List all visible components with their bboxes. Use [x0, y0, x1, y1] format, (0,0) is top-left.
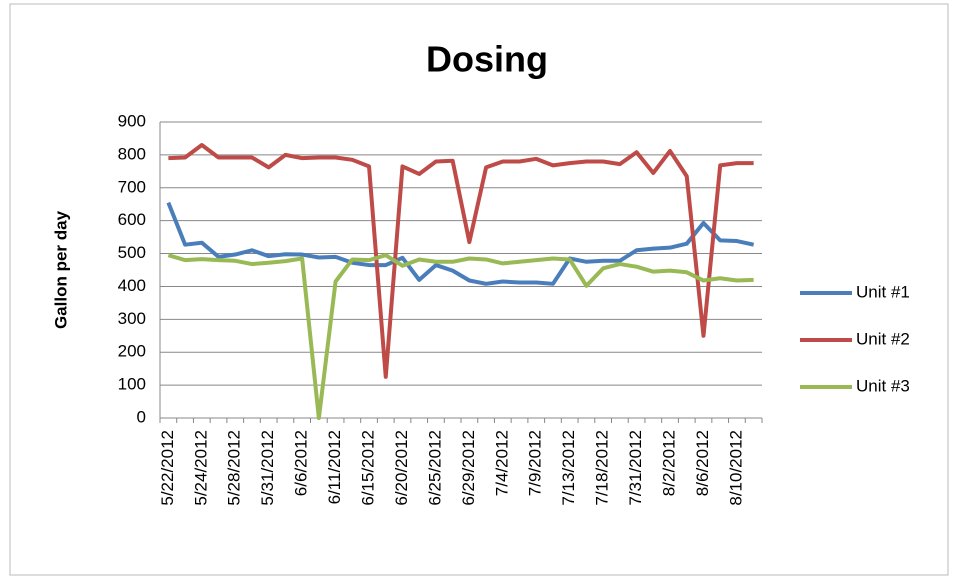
legend-label: Unit #1 — [856, 282, 910, 301]
x-tick-label: 8/6/2012 — [693, 430, 712, 496]
series-line — [166, 201, 755, 286]
x-tick-label: 7/31/2012 — [626, 430, 645, 506]
x-tick-label: 8/2/2012 — [660, 430, 679, 496]
y-tick-label: 300 — [118, 309, 146, 328]
x-tick-label: 7/18/2012 — [593, 430, 612, 506]
series-line — [167, 253, 754, 420]
chart-frame — [9, 3, 949, 576]
y-tick-label: 100 — [118, 375, 146, 394]
legend-label: Unit #3 — [856, 376, 910, 395]
x-tick-label: 6/15/2012 — [359, 430, 378, 506]
x-tick-label: 6/20/2012 — [392, 430, 411, 506]
x-tick-label: 5/24/2012 — [191, 430, 210, 506]
x-tick-label: 6/25/2012 — [425, 430, 444, 506]
y-tick-label: 0 — [137, 407, 146, 426]
y-tick-label: 600 — [118, 210, 146, 229]
series-line — [168, 143, 754, 379]
x-tick-label: 7/13/2012 — [559, 430, 578, 506]
x-tick-label: 7/9/2012 — [526, 430, 545, 496]
x-tick-label: 7/4/2012 — [492, 430, 511, 496]
y-tick-label: 400 — [118, 276, 146, 295]
x-tick-label: 5/22/2012 — [158, 430, 177, 506]
y-tick-label: 700 — [118, 177, 146, 196]
chart-title: Dosing — [426, 39, 548, 80]
x-tick-label: 6/6/2012 — [292, 430, 311, 496]
x-tick-label: 8/10/2012 — [726, 430, 745, 506]
legend-label: Unit #2 — [856, 329, 910, 348]
y-tick-label: 800 — [118, 144, 146, 163]
y-axis-label: Gallon per day — [51, 210, 70, 329]
y-tick-label: 500 — [118, 243, 146, 262]
y-tick-label: 200 — [118, 342, 146, 361]
x-tick-label: 5/31/2012 — [258, 430, 277, 506]
x-tick-label: 6/29/2012 — [459, 430, 478, 506]
y-tick-label: 900 — [118, 111, 146, 130]
x-tick-label: 6/11/2012 — [325, 430, 344, 504]
x-tick-label: 5/28/2012 — [225, 430, 244, 506]
